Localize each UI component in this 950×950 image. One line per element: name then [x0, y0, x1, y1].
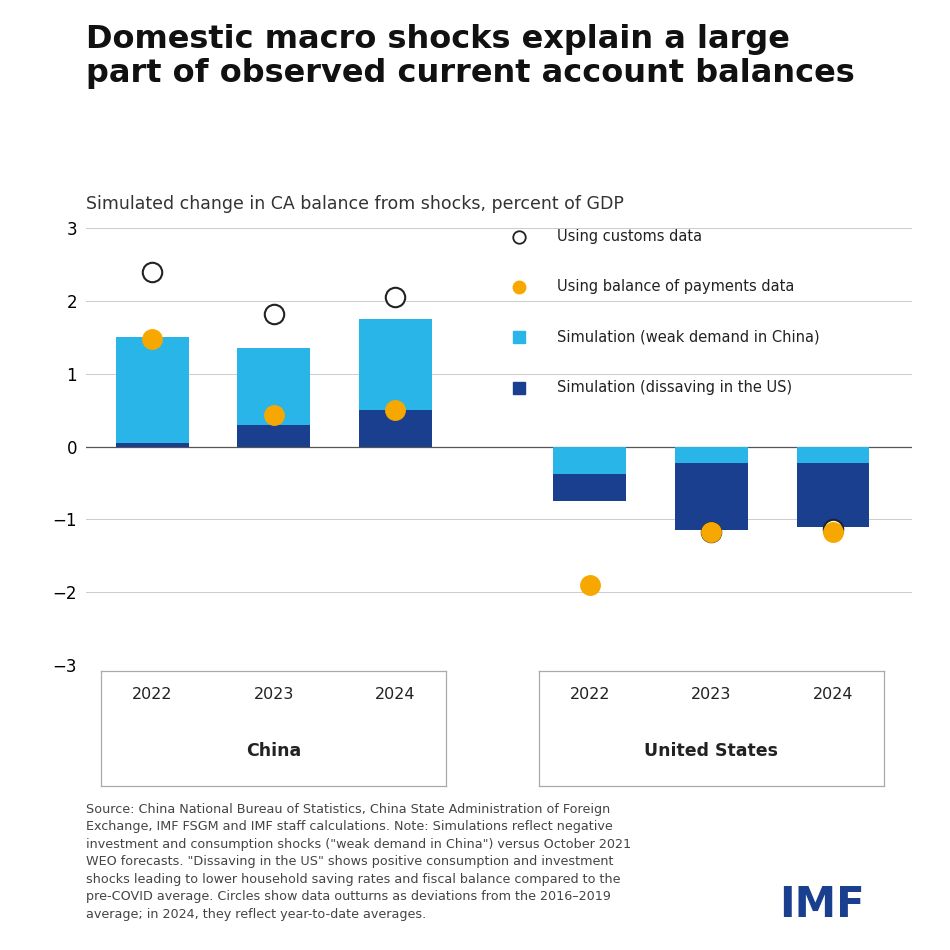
Bar [554, 446, 626, 474]
Text: Simulation (weak demand in China): Simulation (weak demand in China) [557, 330, 819, 345]
Text: Simulation (dissaving in the US): Simulation (dissaving in the US) [557, 380, 791, 395]
Bar [116, 337, 189, 443]
Bar [796, 446, 869, 463]
Text: Simulated change in CA balance from shocks, percent of GDP: Simulated change in CA balance from shoc… [86, 195, 623, 213]
Text: 2022: 2022 [132, 687, 173, 702]
Bar [238, 348, 311, 425]
Text: Using balance of payments data: Using balance of payments data [557, 279, 794, 294]
Bar [359, 319, 432, 410]
Text: 2022: 2022 [570, 687, 610, 702]
Text: 2023: 2023 [692, 687, 732, 702]
Bar [238, 425, 311, 446]
Bar [675, 463, 748, 530]
Text: 2024: 2024 [813, 687, 853, 702]
Bar [359, 410, 432, 446]
Text: United States: United States [644, 742, 778, 760]
Text: China: China [246, 742, 301, 760]
Text: 2024: 2024 [375, 687, 416, 702]
Text: IMF: IMF [779, 884, 865, 926]
Bar [554, 474, 626, 502]
Bar [116, 443, 189, 446]
Bar [675, 446, 748, 463]
Text: Using customs data: Using customs data [557, 229, 702, 244]
Text: 2023: 2023 [254, 687, 294, 702]
Text: Domestic macro shocks explain a large
part of observed current account balances: Domestic macro shocks explain a large pa… [86, 24, 854, 89]
Text: Source: China National Bureau of Statistics, China State Administration of Forei: Source: China National Bureau of Statist… [86, 803, 631, 921]
Bar [796, 463, 869, 526]
